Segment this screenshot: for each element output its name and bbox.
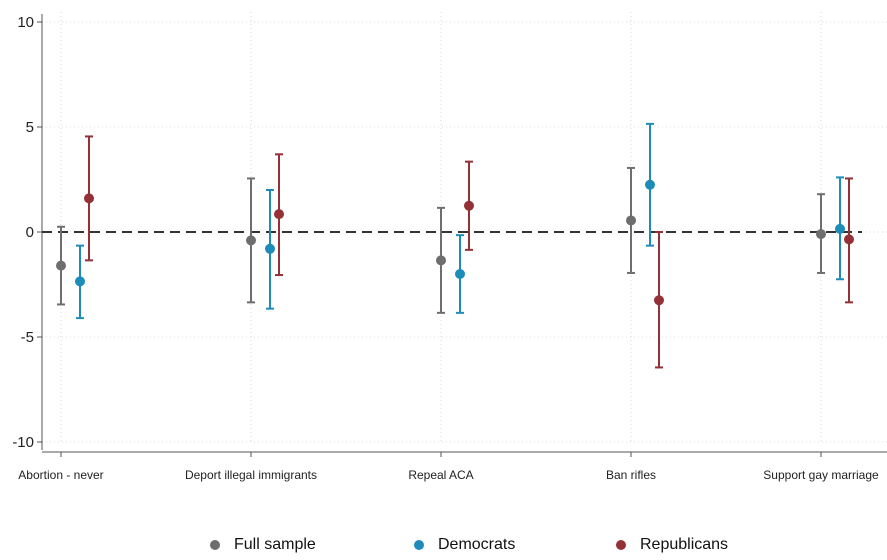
y-tick-label: -5 xyxy=(21,329,34,346)
point-estimate xyxy=(84,193,94,204)
legend-item: Republicans xyxy=(616,536,728,554)
grid xyxy=(42,12,887,443)
x-tick-label: Repeal ACA xyxy=(408,468,473,482)
point-estimate xyxy=(626,215,636,226)
x-tick-label: Abortion - never xyxy=(18,468,103,482)
point-estimate xyxy=(274,209,284,220)
point-estimate xyxy=(436,255,446,266)
legend-marker xyxy=(414,540,424,550)
point-estimate xyxy=(816,229,826,240)
point-estimate xyxy=(56,260,66,271)
y-tick-label: 0 xyxy=(26,224,34,241)
y-tick-label: -10 xyxy=(12,434,34,451)
x-tick-label: Deport illegal immigrants xyxy=(185,468,317,482)
legend-item: Democrats xyxy=(414,536,515,554)
legend-marker xyxy=(210,540,220,550)
y-tick-label: 5 xyxy=(26,119,34,136)
data-marks xyxy=(56,122,854,369)
y-tick-label: 10 xyxy=(17,14,34,31)
legend-label: Democrats xyxy=(438,536,516,553)
legend: Full sample Democrats Republicans xyxy=(0,536,887,560)
point-estimate xyxy=(455,269,465,279)
legend-marker xyxy=(616,540,626,550)
point-estimate xyxy=(645,179,655,190)
point-estimate xyxy=(835,223,845,234)
legend-item: Full sample xyxy=(210,536,316,554)
legend-label: Full sample xyxy=(234,536,316,553)
point-estimate xyxy=(246,235,256,246)
point-estimate xyxy=(464,200,474,211)
legend-label: Republicans xyxy=(640,536,729,553)
x-tick-label: Ban rifles xyxy=(606,468,656,482)
x-tick-label: Support gay marriage xyxy=(763,468,879,482)
axes: 10 5 0 -5 -10 Abortion - never Deport illegal … xyxy=(12,14,887,482)
point-estimate xyxy=(265,243,275,254)
point-estimate xyxy=(75,276,85,287)
point-estimate xyxy=(844,234,854,245)
point-estimate xyxy=(654,295,664,306)
